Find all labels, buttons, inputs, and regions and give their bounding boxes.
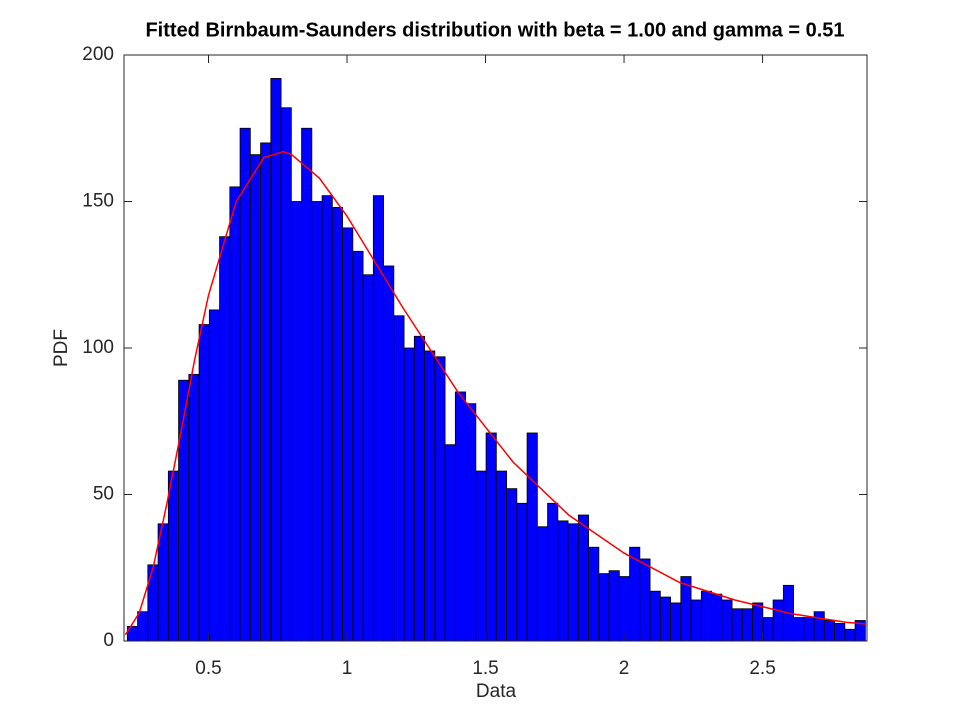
y-tick-label: 0: [103, 630, 114, 651]
bar: [813, 611, 825, 642]
bar: [270, 78, 282, 642]
bar: [413, 335, 425, 642]
bar: [690, 599, 702, 642]
bar: [403, 347, 415, 642]
x-tick-label: 1.5: [472, 658, 498, 679]
y-tick-label: 100: [82, 337, 114, 358]
bar: [700, 590, 712, 642]
bar: [834, 623, 846, 642]
bar: [721, 599, 733, 642]
bar: [239, 127, 251, 642]
bar: [290, 201, 302, 642]
bar: [649, 590, 661, 642]
bar: [454, 391, 466, 642]
bar: [793, 617, 805, 642]
bar: [157, 523, 169, 642]
bar: [198, 324, 210, 642]
bar: [321, 195, 333, 642]
bar: [772, 599, 784, 642]
fit-line: [124, 150, 866, 636]
bar: [331, 206, 343, 642]
bar: [147, 564, 159, 642]
bar: [352, 250, 364, 642]
bar: [188, 373, 200, 642]
bar: [711, 593, 723, 642]
y-tick-label: 150: [82, 191, 114, 212]
bar: [383, 265, 395, 642]
bar: [495, 470, 507, 642]
bar: [844, 628, 856, 642]
bar: [762, 617, 774, 642]
x-axis-label: Data: [476, 681, 517, 702]
bar: [577, 514, 589, 642]
y-axis-label: PDF: [51, 329, 72, 367]
bar: [618, 576, 630, 642]
bar: [167, 470, 179, 642]
bar: [752, 602, 764, 642]
bar: [485, 432, 497, 642]
bar: [567, 523, 579, 642]
bar: [639, 558, 651, 642]
bar: [557, 520, 569, 642]
bar: [526, 432, 538, 642]
bar: [362, 274, 374, 642]
bar: [342, 227, 354, 642]
bar: [229, 186, 241, 642]
bar: [444, 444, 456, 642]
bar: [659, 596, 671, 642]
bar: [547, 502, 559, 642]
bar: [208, 309, 220, 642]
y-tick-label: 200: [82, 44, 114, 65]
bar: [506, 488, 518, 642]
bar: [536, 526, 548, 642]
bar: [434, 356, 446, 642]
chart-title: Fitted Birnbaum-Saunders distribution wi…: [145, 19, 844, 41]
bar: [424, 350, 436, 642]
bar: [393, 315, 405, 642]
bar: [803, 617, 815, 642]
x-tick-label: 0.5: [195, 658, 221, 679]
bar: [588, 546, 600, 642]
bar: [731, 608, 743, 642]
bar: [823, 620, 835, 642]
bar: [249, 154, 261, 642]
bar: [608, 570, 620, 642]
x-tick-label: 2.5: [749, 658, 775, 679]
bar: [260, 142, 272, 642]
bar: [301, 127, 313, 642]
bar: [137, 611, 149, 642]
x-tick-label: 1: [342, 658, 353, 679]
bar: [598, 573, 610, 642]
bar: [465, 403, 477, 642]
bar: [280, 107, 292, 642]
bar: [741, 608, 753, 642]
bar: [219, 236, 231, 642]
bar: [670, 602, 682, 642]
bar: [516, 502, 528, 642]
bar: [475, 470, 487, 642]
bar: [311, 201, 323, 642]
y-tick-label: 50: [93, 484, 114, 505]
x-tick-label: 2: [619, 658, 630, 679]
